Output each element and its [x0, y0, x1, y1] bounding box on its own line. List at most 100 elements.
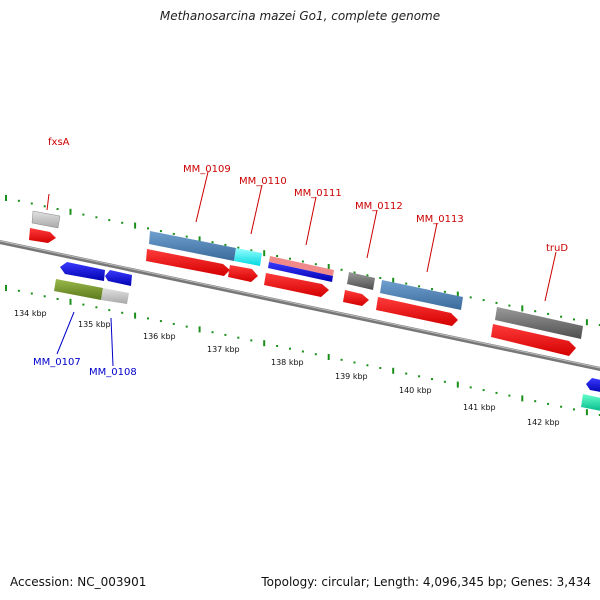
gene-MM_0107-cds[interactable]	[60, 262, 105, 281]
scale-dot	[495, 301, 498, 304]
scale-dot	[147, 317, 149, 320]
gene-truD-region[interactable]	[495, 307, 583, 339]
scale-dot	[17, 199, 20, 202]
scale-dot	[237, 246, 240, 249]
scale-dot	[340, 268, 343, 271]
label-connector	[305, 196, 317, 246]
gene-label-fxsA[interactable]: fxsA	[48, 137, 70, 148]
scale-major-tick	[5, 195, 7, 201]
scale-dot	[443, 380, 446, 383]
scale-major-tick	[134, 312, 137, 319]
scale-dot	[598, 414, 600, 416]
gene-label-truD[interactable]: truD	[546, 243, 568, 254]
scale-major-tick	[5, 285, 7, 291]
kbp-label: 136 kbp	[143, 332, 176, 341]
scale-dot	[366, 364, 369, 367]
scale-dot	[340, 358, 343, 361]
scale-dot	[159, 230, 162, 233]
gene-MM_0109-region[interactable]	[149, 231, 236, 261]
scale-dot	[573, 318, 575, 321]
gene-MM_0110-cds[interactable]	[228, 265, 258, 282]
scale-major-tick	[198, 326, 201, 333]
lower-scale-track	[5, 285, 600, 416]
scale-major-tick	[521, 395, 524, 402]
scale-major-tick	[585, 409, 588, 416]
gene-MM_0112-cds[interactable]	[343, 290, 369, 306]
scale-dot	[405, 372, 408, 375]
gene-MM_0107-region[interactable]	[54, 279, 103, 300]
scale-dot	[30, 202, 33, 205]
scale-dot	[353, 271, 356, 274]
scale-major-tick	[392, 367, 395, 374]
scale-dot	[314, 263, 317, 266]
scale-dot	[560, 315, 563, 318]
accession-label: Accession:	[10, 575, 74, 589]
kbp-label: 140 kbp	[399, 386, 432, 395]
scale-dot	[159, 320, 162, 323]
gene-label-MM_0107[interactable]: MM_0107	[33, 357, 81, 368]
gene-label-MM_0108[interactable]: MM_0108	[89, 367, 137, 378]
scale-dot	[289, 257, 291, 260]
scale-dot	[224, 243, 227, 246]
kbp-label: 134 kbp	[14, 309, 47, 318]
kbp-label: 139 kbp	[335, 372, 368, 381]
scale-major-tick	[521, 305, 524, 312]
scale-dot	[418, 285, 421, 288]
gene-label-MM_0109[interactable]: MM_0109	[183, 164, 231, 175]
scale-dot	[598, 324, 600, 326]
gene-label-MM_0111[interactable]: MM_0111	[294, 188, 342, 199]
scale-dot	[147, 227, 149, 230]
scale-major-tick	[327, 264, 330, 270]
gene-label-MM_0110[interactable]: MM_0110	[239, 176, 287, 187]
gene-MM_0113-cds[interactable]	[376, 297, 458, 326]
scale-major-tick	[69, 208, 72, 215]
gene-fxsA-region[interactable]	[31, 210, 61, 229]
scale-dot	[172, 232, 175, 235]
genome-title: Methanosarcina mazei Go1, complete genom…	[159, 9, 441, 23]
scale-dot	[534, 310, 537, 313]
gene-MM_0108-cds[interactable]	[105, 270, 132, 286]
label-connector	[250, 184, 263, 235]
gene-fxsA-cds[interactable]	[29, 228, 56, 243]
scale-dot	[469, 296, 472, 299]
scale-dot	[508, 304, 511, 307]
gene-MM_0111-cds-top[interactable]	[268, 262, 333, 282]
scale-dot	[30, 292, 33, 295]
scale-dot	[508, 394, 511, 397]
scale-dot	[573, 408, 575, 411]
gene-MM_0108-region[interactable]	[101, 288, 129, 304]
scale-dot	[43, 205, 46, 208]
gene-label-MM_0113[interactable]: MM_0113	[416, 214, 464, 225]
scale-dot	[547, 312, 550, 315]
label-connector	[46, 193, 50, 211]
label-connector	[56, 311, 75, 355]
scale-dot	[211, 331, 214, 334]
label-connector	[544, 251, 557, 302]
gene-MM_0113-region[interactable]	[380, 280, 463, 310]
scale-dot	[418, 375, 421, 378]
scale-dot	[547, 402, 550, 405]
scale-dot	[314, 353, 317, 356]
scale-dot	[121, 311, 124, 314]
gene-partial-blue[interactable]	[586, 378, 600, 393]
scale-major-tick	[263, 250, 266, 257]
gene-MM_0111-region[interactable]	[269, 256, 334, 276]
label-connector	[195, 171, 209, 223]
gene-label-MM_0112[interactable]: MM_0112	[355, 201, 403, 212]
scale-dot	[366, 274, 369, 277]
scale-dot	[379, 277, 382, 279]
gene-partial-teal[interactable]	[581, 394, 600, 412]
upper-scale-track	[5, 195, 600, 326]
scale-dot	[82, 213, 85, 216]
topology-info: Topology: circular; Length: 4,096,345 bp…	[261, 575, 591, 589]
scale-dot	[185, 235, 188, 238]
gene-truD-cds[interactable]	[491, 324, 576, 356]
scale-dot	[108, 219, 111, 222]
gene-MM_0109-cds[interactable]	[146, 249, 230, 276]
gene-MM_0112-region[interactable]	[347, 272, 375, 290]
scale-dot	[379, 367, 382, 369]
scale-dot	[534, 400, 537, 403]
gene-MM_0111-cds[interactable]	[264, 273, 329, 297]
gene-MM_0110-region[interactable]	[234, 248, 262, 266]
